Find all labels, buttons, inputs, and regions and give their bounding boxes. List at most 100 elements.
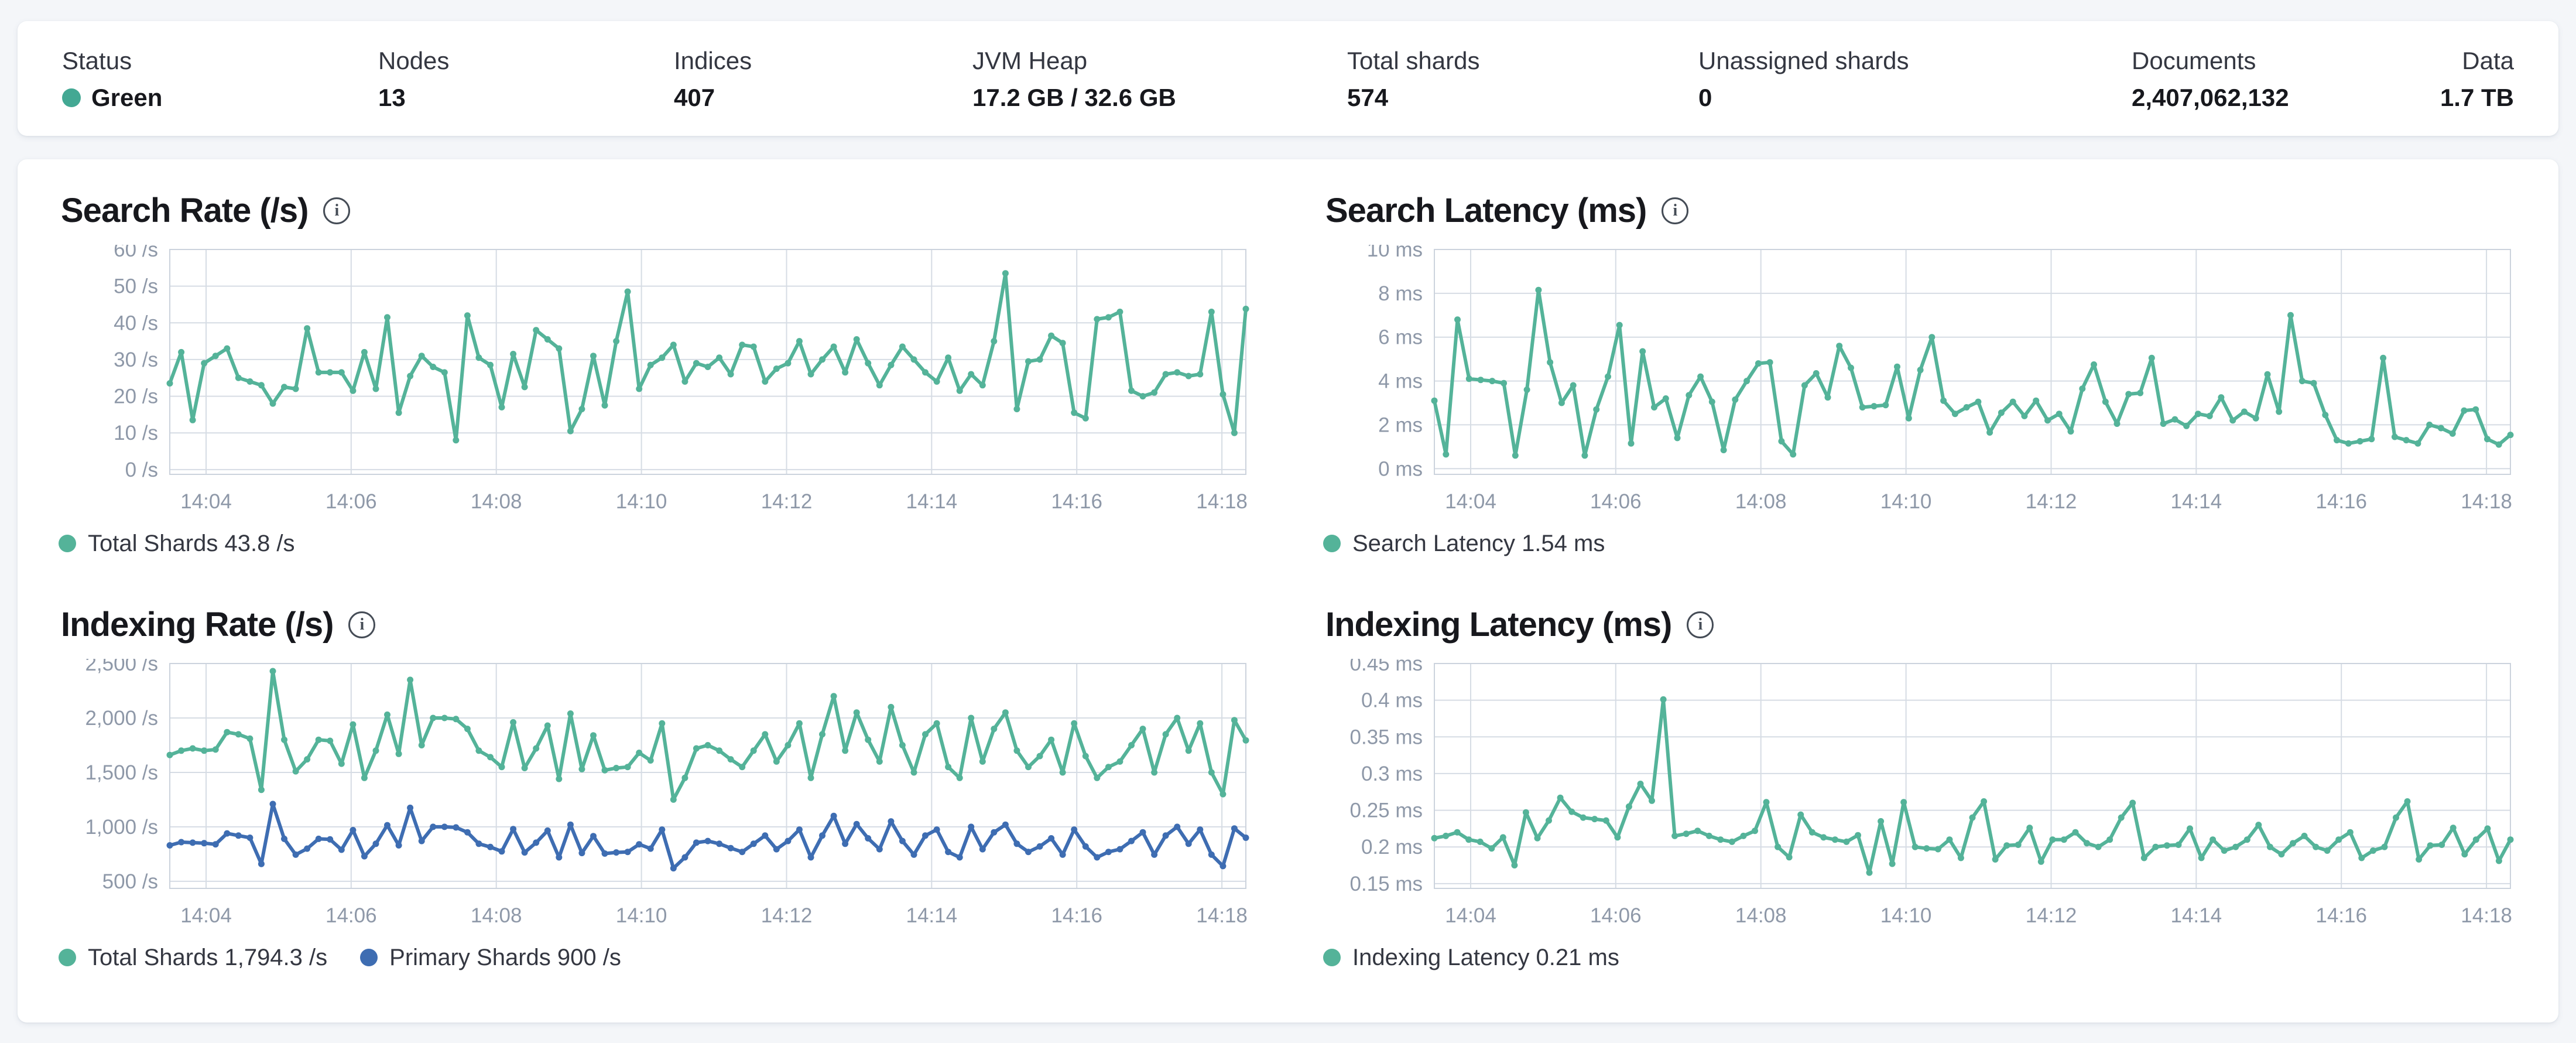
indexing-rate-plot[interactable]: 500 /s 1,000 /s 1,500 /s 2,000 /s 2,500 /s 14… [59, 652, 1253, 934]
stat-data-value: 1.7 TB [2440, 84, 2514, 111]
svg-text:14:10: 14:10 [1880, 490, 1932, 513]
indexing-rate-title: Indexing Rate (/s) [61, 605, 334, 644]
stat-status-label: Status [62, 47, 132, 74]
svg-text:1,500 /s: 1,500 /s [85, 761, 158, 784]
svg-text:14:18: 14:18 [1196, 904, 1248, 927]
info-icon[interactable] [1687, 611, 1714, 638]
indexing-latency-legend: Indexing Latency 0.21 ms [1323, 945, 2517, 971]
svg-text:0 ms: 0 ms [1378, 457, 1423, 480]
svg-text:6 ms: 6 ms [1378, 326, 1423, 348]
cluster-stats-row: Status Green Nodes 13 Indices 407 JVM He… [18, 21, 2558, 136]
legend-item: Primary Shards 900 /s [360, 945, 621, 971]
search-latency-title-row: Search Latency (ms) [1325, 192, 2517, 230]
svg-text:14:08: 14:08 [471, 904, 522, 927]
indexing-latency-chart: Indexing Latency (ms) 0.15 ms 0.2 ms 0.25 … [1323, 606, 2517, 971]
indexing-rate-legend: Total Shards 1,794.3 /s Primary Shards 9… [59, 945, 1253, 971]
stat-total-shards: Total shards 574 [1347, 47, 1698, 110]
indexing-latency-title: Indexing Latency (ms) [1325, 605, 1672, 644]
svg-text:14:06: 14:06 [1590, 904, 1642, 927]
stat-unassigned-shards: Unassigned shards 0 [1698, 47, 2132, 110]
svg-text:14:14: 14:14 [2171, 904, 2222, 927]
legend-label: Search Latency 1.54 ms [1352, 530, 1605, 556]
legend-item: Indexing Latency 0.21 ms [1323, 945, 1619, 971]
stat-documents-label: Documents [2132, 47, 2256, 74]
stat-total-shards-value: 574 [1347, 84, 1389, 111]
stat-status-text: Green [91, 84, 163, 111]
legend-item: Total Shards 43.8 /s [59, 531, 295, 557]
svg-text:14:04: 14:04 [1445, 904, 1496, 927]
series-dot-icon [1323, 535, 1341, 553]
stat-jvm-heap-value: 17.2 GB / 32.6 GB [972, 84, 1176, 111]
cluster-stats-card: Status Green Nodes 13 Indices 407 JVM He… [18, 21, 2558, 136]
stat-jvm-heap-label: JVM Heap [972, 47, 1088, 74]
legend-item: Total Shards 1,794.3 /s [59, 945, 327, 971]
stat-total-shards-label: Total shards [1347, 47, 1480, 74]
svg-text:14:08: 14:08 [1735, 490, 1787, 513]
svg-text:14:12: 14:12 [2026, 490, 2077, 513]
svg-text:14:14: 14:14 [906, 490, 958, 513]
svg-text:14:08: 14:08 [1735, 904, 1787, 927]
legend-label: Total Shards 1,794.3 /s [88, 944, 328, 970]
svg-text:0.2 ms: 0.2 ms [1361, 836, 1423, 859]
info-icon[interactable] [1662, 197, 1689, 224]
svg-text:2,000 /s: 2,000 /s [85, 707, 158, 730]
indexing-rate-title-row: Indexing Rate (/s) [61, 606, 1253, 644]
stat-status-value: Green [62, 86, 378, 110]
stat-indices-value: 407 [674, 84, 715, 111]
svg-text:30 /s: 30 /s [114, 348, 158, 371]
stat-nodes: Nodes 13 [378, 47, 674, 110]
svg-text:0.25 ms: 0.25 ms [1350, 799, 1423, 822]
stat-status: Status Green [62, 47, 378, 110]
svg-text:14:10: 14:10 [616, 904, 667, 927]
svg-text:14:08: 14:08 [471, 490, 522, 513]
stat-jvm-heap: JVM Heap 17.2 GB / 32.6 GB [972, 47, 1347, 110]
svg-text:14:18: 14:18 [2461, 904, 2512, 927]
svg-text:14:16: 14:16 [2315, 904, 2367, 927]
indexing-rate-chart: Indexing Rate (/s) 500 /s 1,000 /s 1,500 /… [59, 606, 1253, 971]
series-dot-icon [59, 949, 76, 967]
svg-text:0.45 ms: 0.45 ms [1350, 659, 1423, 675]
svg-text:10 ms: 10 ms [1367, 245, 1423, 261]
svg-text:10 /s: 10 /s [114, 422, 158, 444]
svg-text:14:12: 14:12 [761, 490, 813, 513]
search-latency-plot[interactable]: 0 ms 2 ms 4 ms 6 ms 8 ms 10 ms 14:04 14:06 14:08… [1323, 238, 2517, 520]
stat-indices: Indices 407 [674, 47, 972, 110]
stat-nodes-value: 13 [378, 84, 406, 111]
search-latency-chart: Search Latency (ms) 0 ms 2 ms 4 ms 6 ms 8 ms… [1323, 192, 2517, 557]
svg-text:2,500 /s: 2,500 /s [85, 659, 158, 675]
search-latency-title: Search Latency (ms) [1325, 191, 1647, 230]
search-rate-plot[interactable]: 0 /s 10 /s 20 /s 30 /s 40 /s 50 /s 60 /s 14:04 1… [59, 238, 1253, 520]
legend-label: Indexing Latency 0.21 ms [1352, 944, 1619, 970]
search-rate-title-row: Search Rate (/s) [61, 192, 1253, 230]
search-rate-chart: Search Rate (/s) 0 /s 10 /s 20 /s 30 /s 40 /… [59, 192, 1253, 557]
info-icon[interactable] [348, 611, 376, 638]
stat-indices-label: Indices [674, 47, 752, 74]
svg-text:14:16: 14:16 [1051, 904, 1102, 927]
stat-documents-value: 2,407,062,132 [2132, 84, 2289, 111]
svg-text:14:12: 14:12 [761, 904, 813, 927]
svg-text:14:10: 14:10 [1880, 904, 1932, 927]
svg-text:14:04: 14:04 [180, 490, 232, 513]
svg-text:20 /s: 20 /s [114, 385, 158, 408]
svg-text:0.4 ms: 0.4 ms [1361, 689, 1423, 712]
svg-text:0.15 ms: 0.15 ms [1350, 872, 1423, 895]
series-dot-icon [1323, 949, 1341, 967]
svg-text:14:10: 14:10 [616, 490, 667, 513]
stat-unassigned-shards-value: 0 [1698, 84, 1712, 111]
svg-text:14:12: 14:12 [2026, 904, 2077, 927]
indexing-latency-plot[interactable]: 0.15 ms 0.2 ms 0.25 ms 0.3 ms 0.35 ms 0.4 ms 0… [1323, 652, 2517, 934]
info-icon[interactable] [323, 197, 351, 224]
svg-text:14:06: 14:06 [326, 490, 377, 513]
svg-text:14:18: 14:18 [1196, 490, 1248, 513]
svg-text:4 ms: 4 ms [1378, 370, 1423, 392]
svg-text:40 /s: 40 /s [114, 312, 158, 334]
svg-text:14:16: 14:16 [2315, 490, 2367, 513]
stat-data-label: Data [2462, 47, 2514, 74]
svg-text:1,000 /s: 1,000 /s [85, 815, 158, 838]
search-rate-title: Search Rate (/s) [61, 191, 309, 230]
svg-text:14:14: 14:14 [2171, 490, 2222, 513]
stat-unassigned-shards-label: Unassigned shards [1698, 47, 1909, 74]
legend-label: Primary Shards 900 /s [389, 944, 621, 970]
stat-data: Data 1.7 TB [2440, 47, 2514, 110]
